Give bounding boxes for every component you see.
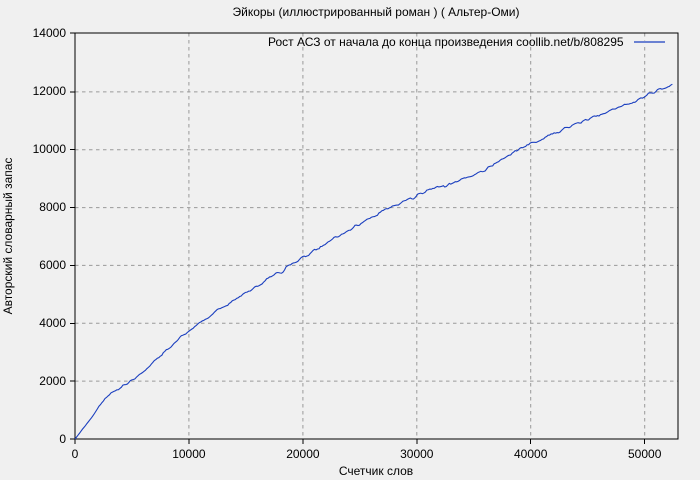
svg-text:Авторский словарный запас: Авторский словарный запас bbox=[1, 158, 15, 315]
svg-text:30000: 30000 bbox=[400, 447, 434, 461]
svg-text:2000: 2000 bbox=[39, 374, 66, 388]
svg-text:12000: 12000 bbox=[33, 84, 67, 98]
svg-text:40000: 40000 bbox=[514, 447, 548, 461]
svg-text:Счетчик слов: Счетчик слов bbox=[339, 464, 413, 478]
svg-text:50000: 50000 bbox=[628, 447, 662, 461]
svg-text:10000: 10000 bbox=[172, 447, 206, 461]
svg-text:20000: 20000 bbox=[286, 447, 320, 461]
svg-text:8000: 8000 bbox=[39, 200, 66, 214]
svg-text:10000: 10000 bbox=[33, 142, 67, 156]
svg-text:Рост АСЗ от начала до конца пр: Рост АСЗ от начала до конца произведения… bbox=[268, 35, 624, 49]
svg-text:4000: 4000 bbox=[39, 316, 66, 330]
svg-text:6000: 6000 bbox=[39, 258, 66, 272]
svg-text:Эйкоры (иллюстрированный роман: Эйкоры (иллюстрированный роман ) ( Альте… bbox=[233, 5, 520, 19]
svg-text:14000: 14000 bbox=[33, 26, 67, 40]
svg-text:0: 0 bbox=[59, 432, 66, 446]
svg-text:0: 0 bbox=[72, 447, 79, 461]
